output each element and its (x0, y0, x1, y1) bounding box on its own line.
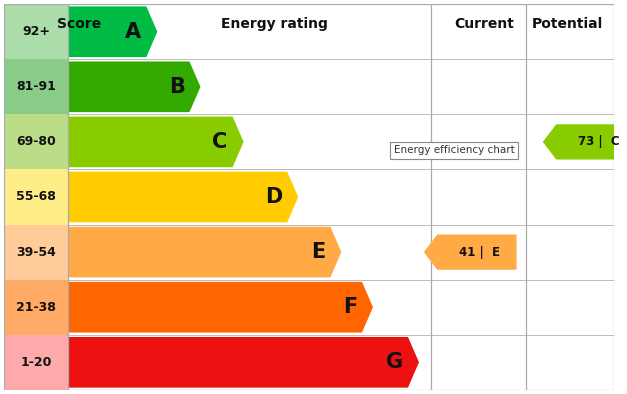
Polygon shape (68, 117, 244, 167)
Polygon shape (68, 172, 298, 222)
Bar (4, 169, 68, 225)
Text: G: G (386, 352, 403, 372)
Text: 81-91: 81-91 (16, 80, 56, 93)
Bar (4, 225, 68, 280)
Text: Potential: Potential (532, 17, 603, 31)
Text: C: C (213, 132, 228, 152)
Polygon shape (68, 61, 201, 112)
Text: 73 |  C: 73 | C (578, 136, 619, 149)
Text: 92+: 92+ (22, 25, 50, 38)
Bar (4, 59, 68, 114)
Bar (4, 280, 68, 335)
Text: Score: Score (57, 17, 102, 31)
Text: 55-68: 55-68 (16, 191, 56, 203)
Bar (4, 335, 68, 390)
Bar (4, 114, 68, 169)
Text: 69-80: 69-80 (16, 136, 56, 149)
Text: Current: Current (454, 17, 514, 31)
Text: 21-38: 21-38 (16, 301, 56, 314)
Polygon shape (68, 6, 157, 57)
Text: F: F (343, 297, 357, 317)
Text: 41 |  E: 41 | E (460, 245, 500, 258)
Text: B: B (169, 77, 184, 97)
Text: A: A (125, 22, 142, 42)
Text: 1-20: 1-20 (21, 356, 52, 369)
Bar (4, 4, 68, 59)
Text: Energy rating: Energy rating (221, 17, 328, 31)
Text: 39-54: 39-54 (16, 245, 56, 258)
Polygon shape (68, 282, 373, 333)
Polygon shape (68, 227, 341, 277)
Text: E: E (311, 242, 325, 262)
Text: Energy efficiency chart: Energy efficiency chart (394, 145, 514, 155)
Text: D: D (265, 187, 282, 207)
Polygon shape (68, 337, 419, 388)
Polygon shape (543, 124, 627, 160)
Polygon shape (424, 234, 517, 270)
